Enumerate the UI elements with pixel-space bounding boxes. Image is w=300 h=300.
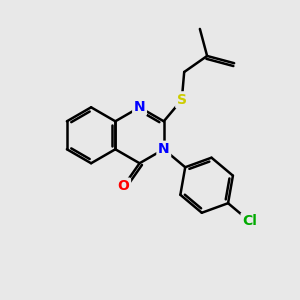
Text: N: N [134,100,146,114]
Text: Cl: Cl [242,214,257,228]
Text: O: O [118,179,130,193]
Text: S: S [177,93,187,107]
Text: N: N [158,142,169,156]
